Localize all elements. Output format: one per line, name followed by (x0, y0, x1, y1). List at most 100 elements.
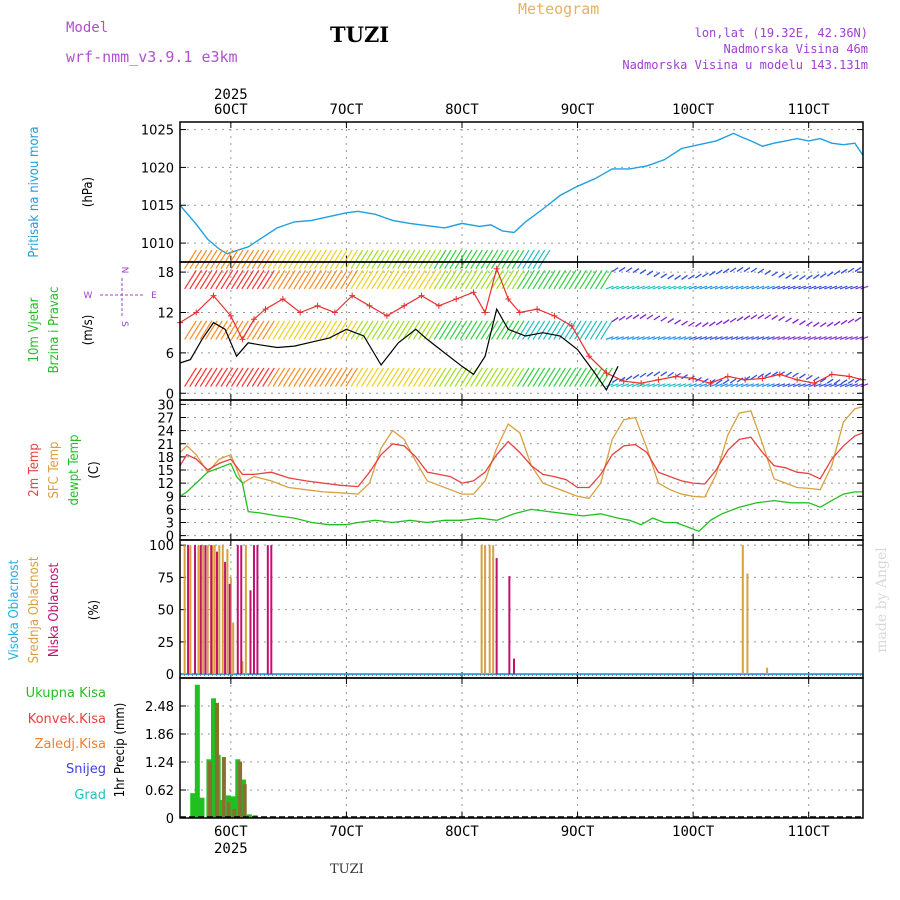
wind-barb (397, 269, 411, 290)
y-tick-label: 25 (157, 636, 174, 651)
wind-barb (366, 367, 379, 387)
wind-barb (334, 367, 348, 387)
wind-barb (308, 269, 322, 290)
wind-barb (433, 269, 447, 290)
wind-barb (621, 336, 630, 340)
wind-barb (799, 320, 806, 326)
wind-barb (600, 269, 613, 290)
wind-barb (834, 336, 843, 340)
wind-barb (660, 371, 668, 377)
wind-barb (757, 314, 765, 320)
wind-barb (345, 367, 359, 387)
wind-barb (376, 249, 390, 270)
wind-barb (345, 269, 359, 290)
wind-barb (246, 249, 260, 270)
wind-barb (600, 320, 613, 340)
wind-barb (438, 269, 452, 290)
wind-barb (860, 285, 869, 290)
wind-barb (381, 320, 395, 340)
wind-barb (787, 285, 796, 290)
x-tick-label-bottom: 7OCT (330, 824, 364, 840)
wind-barb (522, 320, 535, 340)
y-tick-label: 1.86 (145, 728, 174, 743)
x-tick-label-top: 8OCT (445, 102, 479, 118)
y-tick-label: 9 (166, 490, 174, 505)
wind-barb (777, 285, 786, 290)
wind-barb (735, 336, 744, 340)
wind-barb (855, 336, 864, 340)
wind-barb (423, 269, 437, 290)
wind-barb (792, 274, 799, 280)
wind-barb (785, 371, 792, 377)
wind-barb (386, 367, 400, 387)
wind-barb (813, 285, 822, 290)
wind-barb (282, 320, 296, 340)
wind-barb (272, 249, 286, 270)
wind-barb (340, 269, 353, 290)
wind-barb (725, 285, 734, 290)
wind-barb (610, 285, 619, 290)
wind-barb (220, 249, 234, 270)
precip-total-bar (199, 797, 205, 818)
wind-barb (568, 269, 582, 290)
wind-barb (371, 269, 385, 290)
precip-conv-bar (232, 808, 237, 818)
wind-barb (376, 367, 390, 387)
wind-barb (225, 367, 239, 387)
wind-barb (844, 285, 853, 290)
low-cloud-bar (508, 576, 511, 675)
wind-barb (418, 249, 431, 270)
wind-barb (433, 249, 447, 270)
wind-barb (537, 249, 551, 270)
wind-barb (574, 269, 587, 290)
wind-barb (454, 320, 468, 340)
wind-barb (459, 367, 473, 387)
wind-barb (694, 285, 703, 290)
wind-gust-marker (707, 380, 714, 387)
wind-barb (839, 285, 848, 290)
wind-barb (230, 249, 244, 270)
wind-gust-marker (383, 312, 390, 319)
wind-barb (616, 285, 625, 290)
wind-barb (475, 320, 489, 340)
wind-gust-marker (493, 265, 500, 272)
wind-barb (743, 315, 751, 321)
wind-barb (626, 285, 635, 290)
wind-barb (386, 249, 400, 270)
wind-barb (293, 320, 307, 340)
x-tick-label-bottom: 10OCT (672, 824, 715, 840)
wind-barb (860, 336, 869, 340)
wind-barb (704, 285, 713, 290)
wind-gust-marker (724, 373, 731, 380)
wind-barb (771, 314, 779, 320)
wind-barb (668, 285, 677, 290)
wind-barb (792, 383, 801, 388)
coords: lon,lat (19.32E, 42.36N) (694, 26, 868, 40)
wind-barb (840, 379, 848, 385)
wind-barb (516, 367, 530, 387)
wind-gust-marker (297, 309, 304, 316)
wind-barb (653, 271, 661, 278)
wind-barb (824, 285, 833, 290)
wind-barb (532, 320, 546, 340)
low-cloud-bar (204, 545, 207, 675)
wind-barb (366, 269, 379, 290)
wind-barb (704, 336, 713, 340)
wind-gust-marker (250, 316, 257, 323)
mid-cloud-bar (741, 545, 744, 675)
wind-barb (766, 383, 775, 388)
y-tick-label: 21 (157, 438, 174, 453)
wind-barb (715, 320, 723, 326)
wind-barb (204, 367, 218, 387)
wind-barb (277, 367, 291, 387)
wind-barb (542, 269, 556, 290)
panel-cloud: 0 25 50 75 100 (149, 539, 863, 683)
wind-barb (563, 269, 577, 290)
wind-barb (319, 249, 333, 270)
y-tick-label: 50 (157, 604, 174, 619)
precip-legend-item: Ukupna Kisa (26, 686, 106, 701)
wind-barb (782, 383, 791, 388)
wind-barb (272, 367, 286, 387)
wind-barb (298, 367, 312, 387)
wind-barb (772, 336, 781, 340)
